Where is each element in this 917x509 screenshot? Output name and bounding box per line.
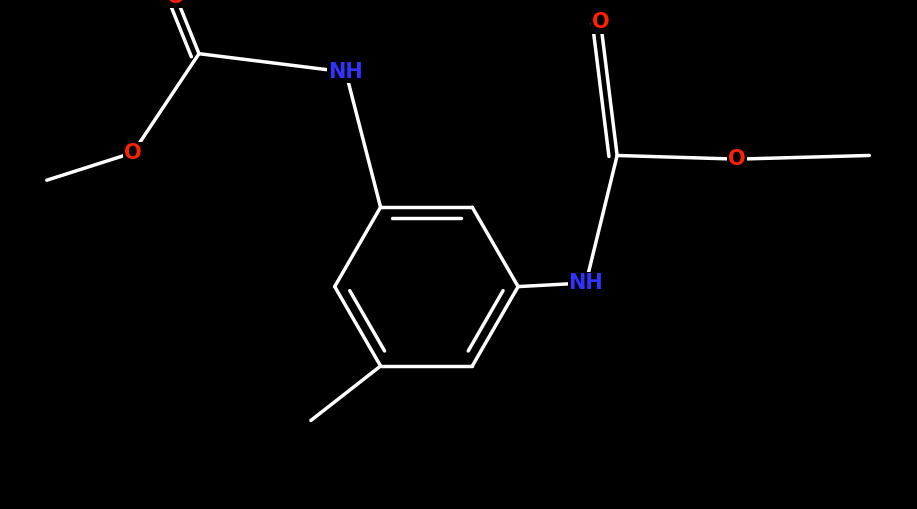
Text: NH: NH <box>569 273 603 293</box>
Text: O: O <box>167 0 185 7</box>
Text: O: O <box>124 143 142 163</box>
Text: NH: NH <box>328 62 363 82</box>
Text: O: O <box>591 13 610 33</box>
Text: O: O <box>728 149 746 169</box>
